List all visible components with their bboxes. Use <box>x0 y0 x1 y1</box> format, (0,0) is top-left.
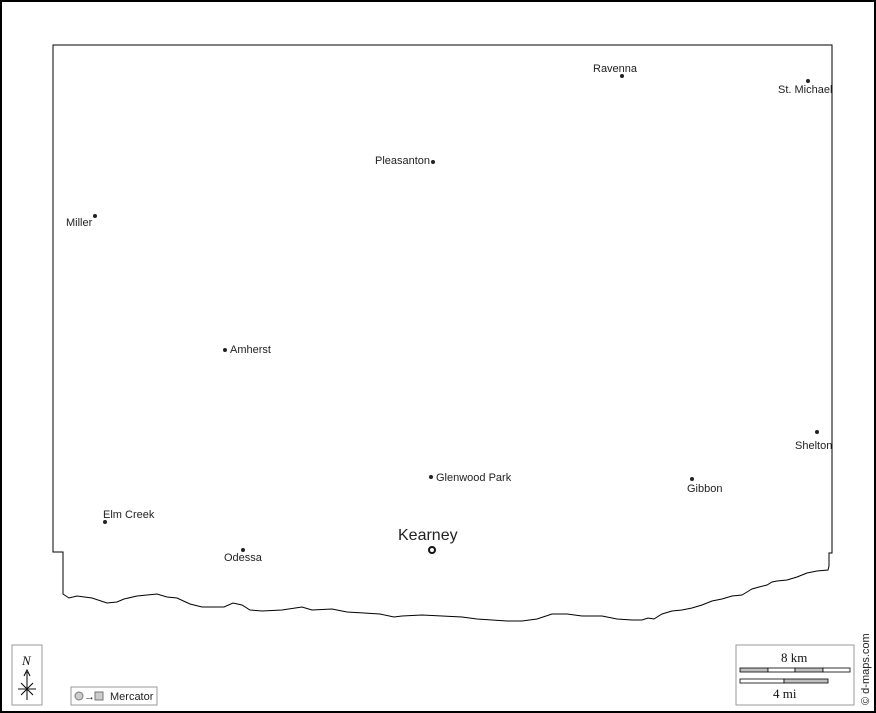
place-st-michael[interactable]: St. Michael <box>778 79 832 96</box>
place-pleasanton[interactable]: Pleasanton <box>375 155 435 167</box>
place-label: Kearney <box>398 527 458 544</box>
place-label: Pleasanton <box>375 155 430 167</box>
svg-text:→: → <box>84 691 95 703</box>
place-gibbon[interactable]: Gibbon <box>687 477 722 495</box>
place-label: St. Michael <box>778 84 832 96</box>
place-label: Odessa <box>224 552 263 564</box>
place-label: Gibbon <box>687 483 722 495</box>
place-label: Miller <box>66 217 93 229</box>
place-miller[interactable]: Miller <box>66 214 97 229</box>
place-label: Shelton <box>795 440 832 452</box>
place-ravenna[interactable]: Ravenna <box>593 63 638 78</box>
place-amherst[interactable]: Amherst <box>223 344 271 356</box>
place-label: Ravenna <box>593 63 638 75</box>
scale-bar: 8 km 4 mi <box>735 644 855 706</box>
place-label: Elm Creek <box>103 509 155 521</box>
compass-label: N <box>21 653 32 668</box>
place-elm-creek[interactable]: Elm Creek <box>103 509 155 524</box>
compass-rose: N <box>11 644 43 706</box>
scale-mi-label: 4 mi <box>773 686 797 701</box>
scale-km-label: 8 km <box>781 650 807 665</box>
place-glenwood-park[interactable]: Glenwood Park <box>429 472 512 484</box>
credit-text: © d-maps.com <box>860 633 872 705</box>
place-odessa[interactable]: Odessa <box>224 548 263 564</box>
projection-legend: → Mercator <box>70 686 158 706</box>
county-boundary <box>52 44 833 622</box>
place-kearney[interactable]: Kearney <box>398 527 458 554</box>
place-shelton[interactable]: Shelton <box>795 430 832 452</box>
place-label: Amherst <box>230 344 271 356</box>
place-label: Glenwood Park <box>436 472 512 484</box>
projection-label: Mercator <box>110 691 154 703</box>
